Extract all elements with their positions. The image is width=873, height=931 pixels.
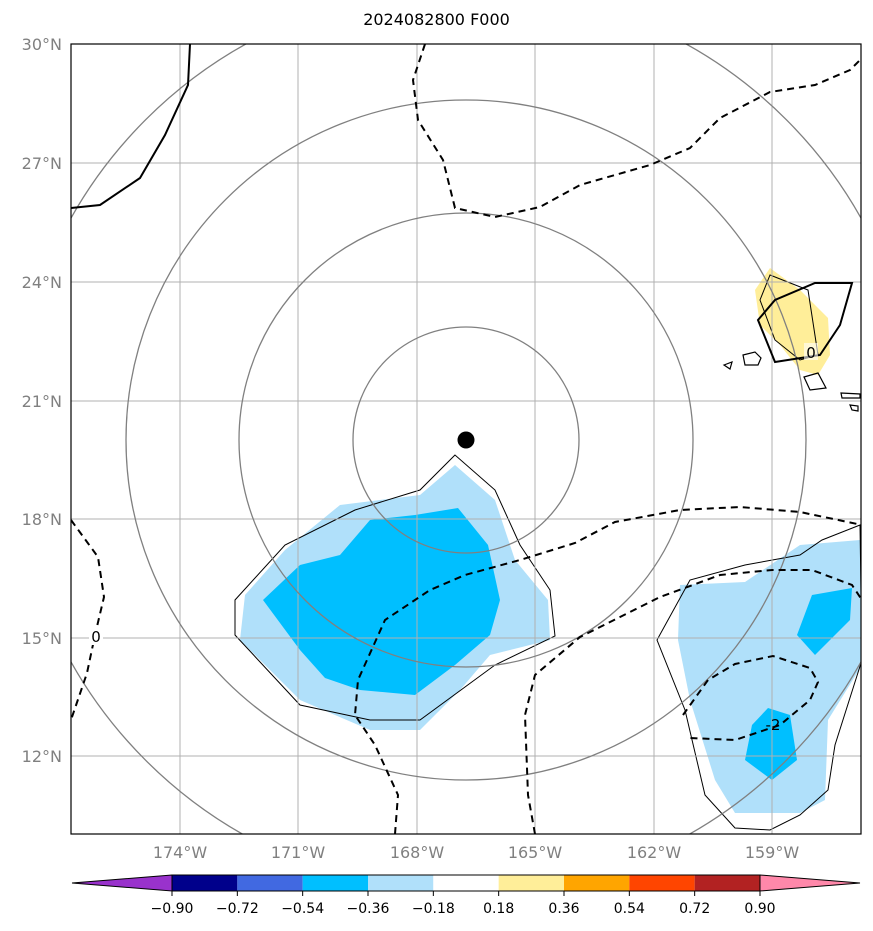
colorbar-tick-label: 0.36 (548, 901, 579, 917)
colorbar-segment (694, 875, 760, 891)
solid-contours (71, 44, 854, 364)
colorbar-tick-label: 0.72 (679, 901, 710, 917)
range-rings (71, 44, 861, 834)
lat-tick-labels: 30°N 27°N 24°N 21°N 18°N 15°N 12°N (22, 35, 62, 766)
lat-tick-label: 24°N (22, 273, 62, 292)
colorbar-frame (171, 874, 761, 892)
lon-tick-labels: 174°W 171°W 168°W 165°W 162°W 159°W (153, 843, 800, 862)
colorbar-tick-label: −0.72 (216, 901, 259, 917)
colorbar: −0.90 −0.72 −0.54 −0.36 −0.18 0.18 0.36 0.54 0.7… (71, 874, 861, 917)
contour-label-minus-two: -2 (766, 716, 781, 734)
lon-tick-label: 174°W (153, 843, 208, 862)
lon-tick-label: 165°W (508, 843, 563, 862)
colorbar-tick-label: 0.18 (483, 901, 514, 917)
map-frame (70, 43, 862, 835)
dashed-contours (71, 44, 861, 834)
lon-tick-label: 159°W (745, 843, 800, 862)
colorbar-segment (302, 875, 368, 891)
colorbar-tick-label: −0.18 (412, 901, 455, 917)
anomaly-outlines (234, 274, 861, 831)
map-title: 2024082800 F000 (363, 10, 510, 29)
lat-tick-label: 15°N (22, 629, 62, 648)
colorbar-segment (564, 875, 630, 891)
colorbar-extend-low (71, 874, 173, 892)
island-outlines (722, 351, 861, 412)
colorbar-tick-label: −0.54 (281, 901, 324, 917)
colorbar-tick-label: −0.90 (151, 901, 194, 917)
colorbar-extend-high (759, 874, 861, 892)
contour-label-zero-west: 0 (91, 628, 101, 646)
colorbar-tick-label: 0.90 (744, 901, 775, 917)
storm-center-marker (457, 431, 475, 449)
contour-labels: 0 0 -2 (89, 343, 818, 734)
colorbar-segment (172, 875, 238, 891)
lat-tick-label: 12°N (22, 747, 62, 766)
colorbar-tick-label: −0.36 (347, 901, 390, 917)
colorbar-tick-label: 0.54 (614, 901, 645, 917)
colorbar-segment (433, 875, 499, 891)
lat-tick-label: 27°N (22, 154, 62, 173)
colorbar-segment (629, 875, 695, 891)
colorbar-segment (237, 875, 303, 891)
grid-lines (71, 44, 861, 834)
contour-label-zero-east: 0 (806, 344, 816, 362)
lat-tick-label: 18°N (22, 510, 62, 529)
lat-tick-label: 30°N (22, 35, 62, 54)
colorbar-segment (498, 875, 564, 891)
lon-tick-label: 162°W (627, 843, 682, 862)
map-area: 0 0 -2 (71, 44, 861, 834)
lon-tick-label: 168°W (390, 843, 445, 862)
colorbar-segment (368, 875, 434, 891)
lon-tick-label: 171°W (271, 843, 326, 862)
lat-tick-label: 21°N (22, 392, 62, 411)
